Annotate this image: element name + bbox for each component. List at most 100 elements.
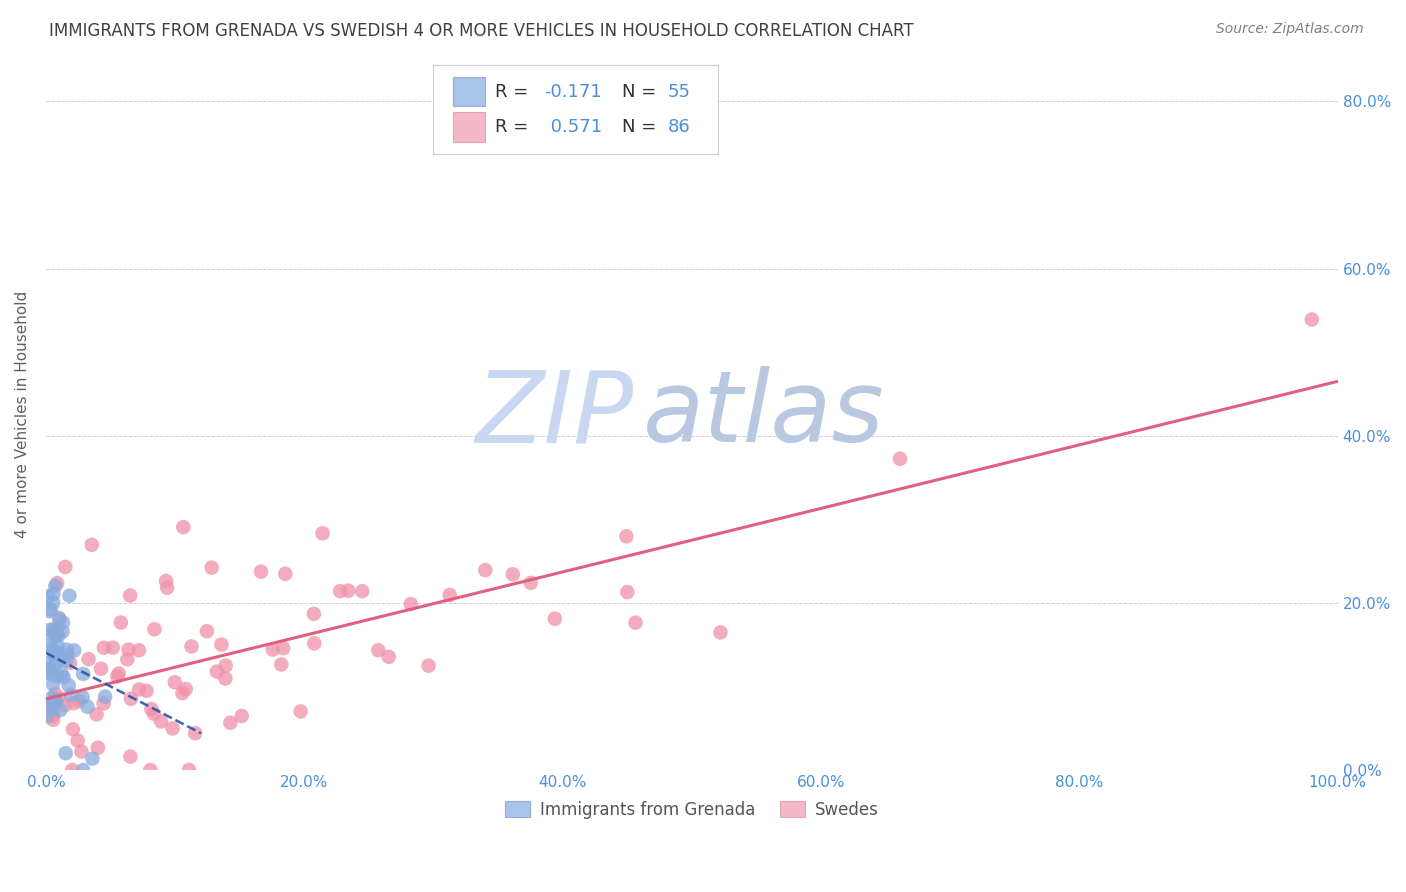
Text: Source: ZipAtlas.com: Source: ZipAtlas.com xyxy=(1216,22,1364,37)
Point xyxy=(62,723,84,737)
Point xyxy=(52,615,75,630)
Point xyxy=(302,636,325,650)
Text: 0.571: 0.571 xyxy=(544,118,602,136)
Point xyxy=(128,643,150,657)
Point xyxy=(39,667,62,681)
Point xyxy=(39,602,62,616)
Text: -0.171: -0.171 xyxy=(544,83,602,101)
Y-axis label: 4 or more Vehicles in Household: 4 or more Vehicles in Household xyxy=(15,291,30,539)
Legend: Immigrants from Grenada, Swedes: Immigrants from Grenada, Swedes xyxy=(498,794,886,826)
Point xyxy=(46,669,69,683)
Point xyxy=(48,611,70,625)
Point xyxy=(139,763,162,777)
Point xyxy=(231,709,253,723)
Point xyxy=(214,672,236,686)
FancyBboxPatch shape xyxy=(453,77,485,106)
Point xyxy=(162,722,184,736)
Point xyxy=(271,641,294,656)
Point xyxy=(544,612,567,626)
Point xyxy=(35,665,58,680)
Point xyxy=(72,690,94,705)
Point xyxy=(624,615,647,630)
Point xyxy=(53,560,76,574)
Point xyxy=(290,705,312,719)
Point xyxy=(38,697,60,711)
Point xyxy=(49,703,72,717)
Point xyxy=(219,715,242,730)
Point xyxy=(77,652,100,666)
Point xyxy=(39,691,62,706)
Point xyxy=(55,746,77,760)
Point xyxy=(37,709,59,723)
Point xyxy=(58,589,80,603)
Point xyxy=(45,628,67,642)
Point xyxy=(86,707,108,722)
Point xyxy=(72,763,94,777)
Point xyxy=(174,681,197,696)
Point xyxy=(107,666,129,681)
Point xyxy=(399,597,422,611)
Point xyxy=(616,585,638,599)
Point xyxy=(48,613,70,627)
Point xyxy=(46,576,69,591)
Point xyxy=(177,763,200,777)
Point xyxy=(46,639,69,653)
Point xyxy=(42,587,65,601)
Point xyxy=(250,565,273,579)
Point xyxy=(62,696,84,710)
Point xyxy=(55,654,77,668)
Point xyxy=(52,670,75,684)
Point xyxy=(117,652,139,666)
Text: ZIP: ZIP xyxy=(475,367,634,463)
Point xyxy=(1301,312,1323,326)
Point xyxy=(67,694,90,708)
Point xyxy=(63,643,86,657)
Text: N =: N = xyxy=(621,118,662,136)
Point xyxy=(184,726,207,740)
Point xyxy=(195,624,218,639)
Point xyxy=(44,624,66,639)
Point xyxy=(46,647,69,661)
Point xyxy=(141,702,163,716)
Point xyxy=(82,751,104,765)
Point xyxy=(302,607,325,621)
Point xyxy=(42,713,65,727)
Point xyxy=(41,708,63,723)
Text: 55: 55 xyxy=(668,83,690,101)
Point xyxy=(72,667,94,681)
Point xyxy=(41,641,63,656)
Point xyxy=(418,658,440,673)
Point xyxy=(80,538,103,552)
Point xyxy=(44,687,66,701)
Point xyxy=(105,669,128,683)
Point xyxy=(93,640,115,655)
Point xyxy=(262,642,284,657)
Point xyxy=(38,662,60,676)
Point xyxy=(142,706,165,721)
Point xyxy=(616,529,638,543)
Text: 86: 86 xyxy=(668,118,690,136)
Point xyxy=(135,683,157,698)
Point xyxy=(352,584,374,599)
Point xyxy=(44,644,66,658)
Point xyxy=(117,642,139,657)
Point xyxy=(46,629,69,643)
Point xyxy=(45,655,67,669)
Point xyxy=(38,604,60,618)
Text: atlas: atlas xyxy=(643,367,884,463)
Point xyxy=(270,657,292,672)
Point xyxy=(48,690,70,705)
Point xyxy=(205,665,228,679)
Point xyxy=(44,696,66,710)
Point xyxy=(60,688,83,702)
Point xyxy=(93,697,115,711)
Point xyxy=(163,675,186,690)
Point xyxy=(44,648,66,662)
Point xyxy=(45,656,67,670)
Point xyxy=(502,567,524,582)
Point xyxy=(215,658,238,673)
Point xyxy=(44,579,66,593)
Point xyxy=(311,526,333,541)
FancyBboxPatch shape xyxy=(433,65,717,154)
Point xyxy=(51,667,73,681)
